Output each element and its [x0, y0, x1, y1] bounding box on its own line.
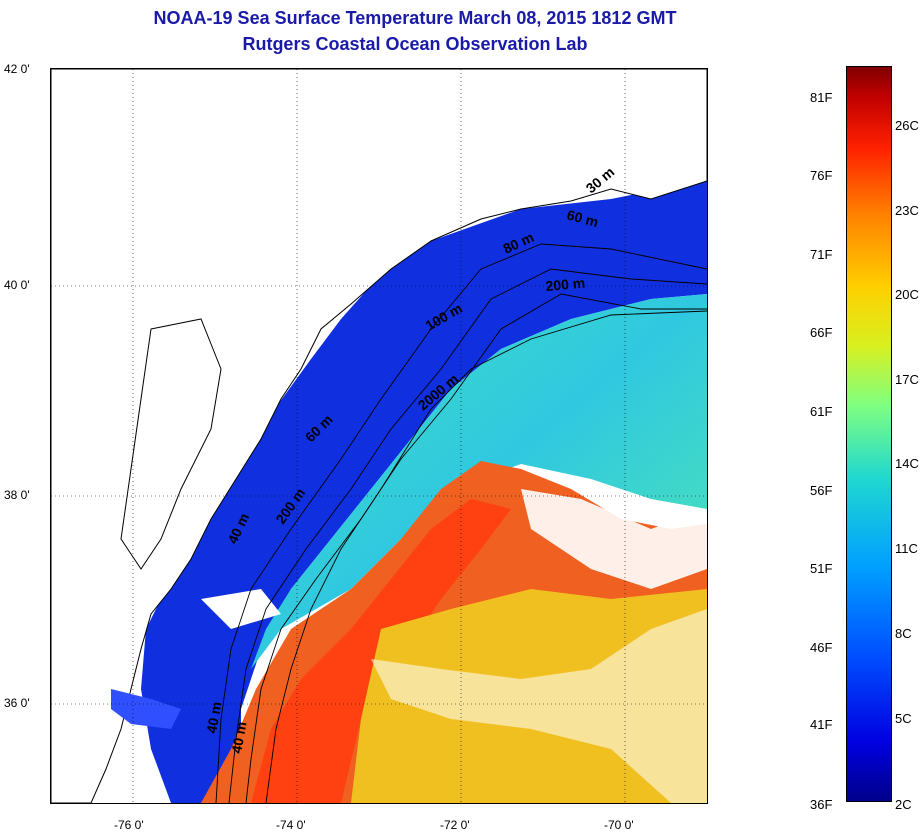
- colorbar-c-label: 23C: [895, 203, 919, 218]
- map-subtitle: Rutgers Coastal Ocean Observation Lab: [242, 34, 588, 54]
- sst-map-panel[interactable]: 30 m 60 m 80 m 200 m 100 m 2000 m 60 m 2…: [50, 68, 708, 804]
- colorbar-c-label: 11C: [895, 541, 918, 556]
- colorbar-f-label: 56F: [810, 483, 833, 498]
- colorbar-f-label: 51F: [810, 561, 833, 576]
- colorbar-f-label: 41F: [810, 717, 833, 732]
- cloud-patch: [521, 489, 707, 589]
- isobath-contours: [215, 243, 707, 803]
- colorbar-c-label: 26C: [895, 118, 919, 133]
- contour-label: 200 m: [545, 275, 586, 294]
- colorbar-c-label: 17C: [895, 372, 919, 387]
- delmarva-peninsula: [120, 318, 222, 570]
- colorbar-c-label: 20C: [895, 287, 919, 302]
- lon-label-72: -72 0': [440, 818, 470, 832]
- cloud-patch: [371, 609, 707, 803]
- colorbar-f-label: 36F: [810, 797, 833, 812]
- lon-label-70: -70 0': [604, 818, 634, 832]
- cloud-patch: [201, 589, 281, 629]
- contour-label: 60 m: [565, 206, 600, 230]
- colorbar-f-label: 71F: [810, 247, 833, 262]
- shelf-water: [141, 181, 707, 803]
- lat-label-40: 40 0': [4, 278, 30, 292]
- lon-label-76: -76 0': [114, 818, 144, 832]
- contour-label: 40 m: [203, 700, 224, 734]
- slope-water: [251, 294, 707, 669]
- colorbar-f-label: 66F: [810, 325, 833, 340]
- colorbar-c-label: 14C: [895, 456, 919, 471]
- lon-label-74: -74 0': [276, 818, 306, 832]
- contour-label: 40 m: [228, 720, 249, 754]
- colorbar-f-label: 76F: [810, 168, 833, 183]
- sound-water: [111, 689, 181, 729]
- colorbar-f-label: 81F: [810, 90, 833, 105]
- colorbar-f-label: 61F: [810, 404, 833, 419]
- colorbar-f-label: 46F: [810, 640, 833, 655]
- temperature-colorbar: [846, 66, 892, 802]
- colorbar-c-label: 8C: [895, 626, 912, 641]
- sst-map-svg: 30 m 60 m 80 m 200 m 100 m 2000 m 60 m 2…: [51, 69, 707, 803]
- colorbar-c-label: 5C: [895, 711, 912, 726]
- lat-label-36: 36 0': [4, 696, 30, 710]
- map-title: NOAA-19 Sea Surface Temperature March 08…: [153, 8, 677, 28]
- lat-label-38: 38 0': [4, 488, 30, 502]
- colorbar-c-label: 2C: [895, 797, 912, 812]
- graticule: [51, 69, 707, 803]
- lat-label-42: 42 0': [4, 62, 30, 76]
